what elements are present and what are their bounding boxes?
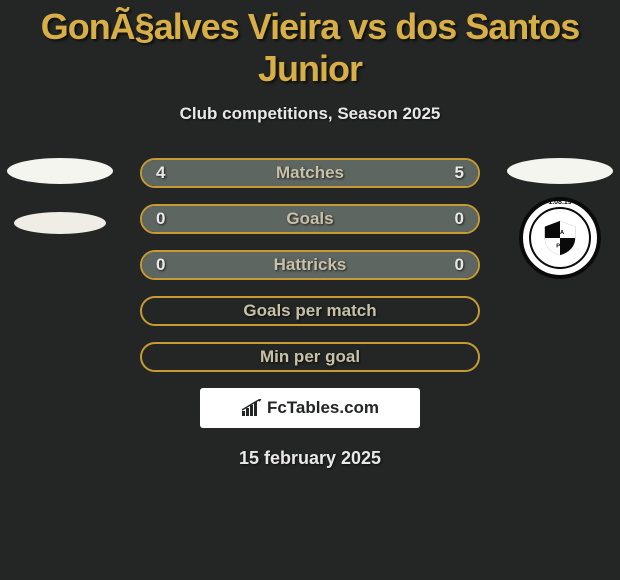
subtitle: Club competitions, Season 2025	[0, 104, 620, 124]
stat-value-left: 0	[156, 255, 165, 275]
club-badge: 1.08.19 AA PP	[519, 197, 601, 279]
stat-value-left: 4	[156, 163, 165, 183]
left-column	[0, 158, 120, 262]
stat-label: Matches	[276, 163, 344, 183]
stat-label: Min per goal	[260, 347, 360, 367]
stat-bar-matches: 4 Matches 5	[140, 158, 480, 188]
stat-label: Goals per match	[243, 301, 376, 321]
stat-value-right: 0	[455, 209, 464, 229]
stat-value-right: 0	[455, 255, 464, 275]
svg-text:AA: AA	[556, 230, 564, 236]
shield-icon: AA PP	[541, 219, 579, 257]
badge-inner-ring: AA PP	[529, 207, 591, 269]
stat-label: Hattricks	[274, 255, 347, 275]
badge-top-text: 1.08.19	[548, 199, 571, 206]
stat-bar-hattricks: 0 Hattricks 0	[140, 250, 480, 280]
content-row: 4 Matches 5 0 Goals 0 0 Hattricks 0 Goal…	[0, 158, 620, 469]
placeholder-ellipse	[7, 158, 113, 184]
stats-column: 4 Matches 5 0 Goals 0 0 Hattricks 0 Goal…	[120, 158, 500, 469]
stat-bar-goals: 0 Goals 0	[140, 204, 480, 234]
placeholder-ellipse	[507, 158, 613, 184]
right-column: 1.08.19 AA PP	[500, 158, 620, 279]
fctables-text: FcTables.com	[267, 398, 379, 418]
placeholder-ellipse	[14, 212, 106, 234]
stat-value-left: 0	[156, 209, 165, 229]
svg-text:PP: PP	[556, 244, 564, 250]
fctables-badge: FcTables.com	[200, 388, 420, 428]
chart-icon	[241, 399, 263, 417]
stat-bar-min-per-goal: Min per goal	[140, 342, 480, 372]
stat-bar-goals-per-match: Goals per match	[140, 296, 480, 326]
page-title: GonÃ§alves Vieira vs dos Santos Junior	[0, 0, 620, 90]
stat-value-right: 5	[455, 163, 464, 183]
date-line: 15 february 2025	[138, 448, 482, 469]
stat-label: Goals	[286, 209, 333, 229]
